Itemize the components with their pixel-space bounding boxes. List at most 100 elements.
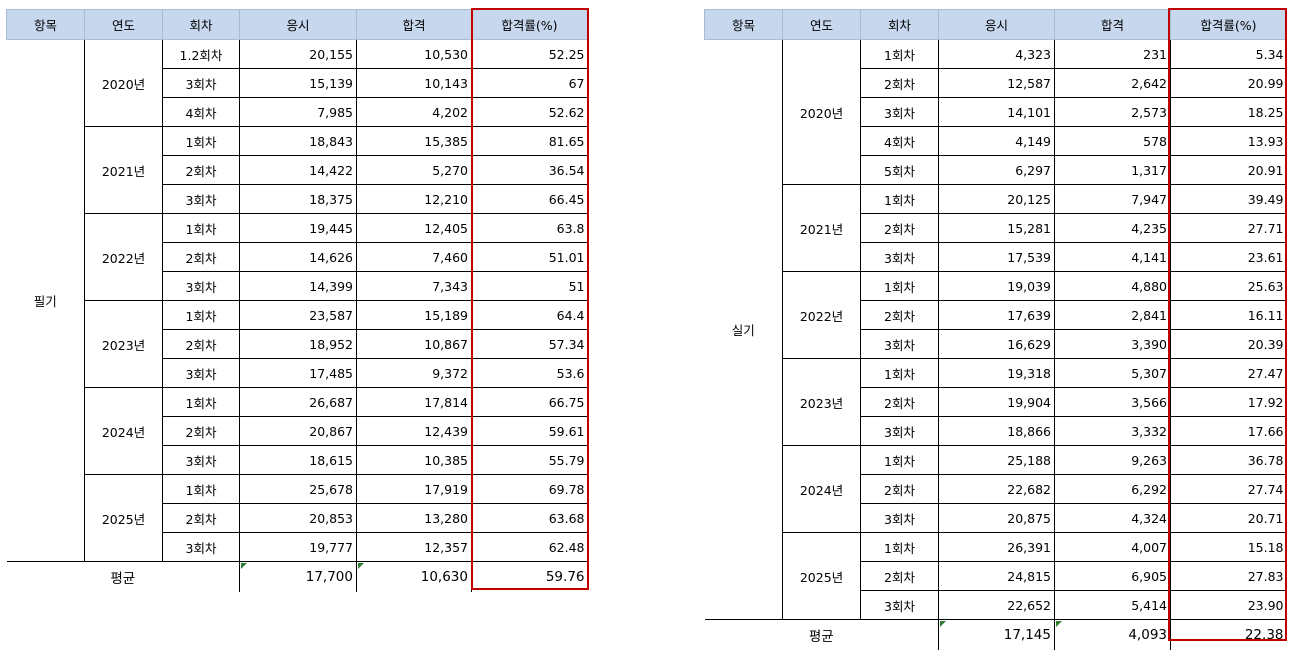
passers-cell[interactable]: 5,414 <box>1054 590 1171 620</box>
rate-cell[interactable]: 59.61 <box>471 416 588 446</box>
applicants-cell[interactable]: 16,629 <box>938 329 1055 359</box>
rate-cell[interactable]: 64.4 <box>471 300 588 330</box>
average-rate[interactable]: 59.76 <box>471 561 588 592</box>
round-cell[interactable]: 2회차 <box>162 329 240 359</box>
round-cell[interactable]: 1회차 <box>860 271 939 301</box>
passers-cell[interactable]: 12,439 <box>356 416 472 446</box>
applicants-cell[interactable]: 22,652 <box>938 590 1055 620</box>
passers-cell[interactable]: 1,317 <box>1054 155 1171 185</box>
round-cell[interactable]: 2회차 <box>860 68 939 98</box>
year-cell[interactable]: 2023년 <box>84 300 163 388</box>
passers-cell[interactable]: 10,385 <box>356 445 472 475</box>
round-cell[interactable]: 3회차 <box>860 416 939 446</box>
applicants-cell[interactable]: 18,615 <box>239 445 357 475</box>
applicants-cell[interactable]: 18,952 <box>239 329 357 359</box>
average-passers[interactable]: 4,093 <box>1054 619 1171 650</box>
passers-cell[interactable]: 7,947 <box>1054 184 1171 214</box>
header-item[interactable]: 항목 <box>6 9 85 40</box>
rate-cell[interactable]: 36.78 <box>1170 445 1287 475</box>
applicants-cell[interactable]: 4,323 <box>938 39 1055 69</box>
passers-cell[interactable]: 5,270 <box>356 155 472 185</box>
year-cell[interactable]: 2025년 <box>782 532 861 620</box>
round-cell[interactable]: 3회차 <box>860 590 939 620</box>
passers-cell[interactable]: 5,307 <box>1054 358 1171 388</box>
rate-cell[interactable]: 20.91 <box>1170 155 1287 185</box>
round-cell[interactable]: 3회차 <box>162 184 240 214</box>
header-pass-rate[interactable]: 합격률(%) <box>471 9 588 40</box>
passers-cell[interactable]: 12,210 <box>356 184 472 214</box>
applicants-cell[interactable]: 23,587 <box>239 300 357 330</box>
passers-cell[interactable]: 3,390 <box>1054 329 1171 359</box>
header-passers[interactable]: 합격 <box>1054 9 1171 40</box>
rate-cell[interactable]: 69.78 <box>471 474 588 504</box>
applicants-cell[interactable]: 4,149 <box>938 126 1055 156</box>
applicants-cell[interactable]: 18,375 <box>239 184 357 214</box>
passers-cell[interactable]: 2,841 <box>1054 300 1171 330</box>
rate-cell[interactable]: 27.47 <box>1170 358 1287 388</box>
applicants-cell[interactable]: 20,125 <box>938 184 1055 214</box>
round-cell[interactable]: 2회차 <box>162 242 240 272</box>
header-year[interactable]: 연도 <box>782 9 861 40</box>
passers-cell[interactable]: 6,292 <box>1054 474 1171 504</box>
round-cell[interactable]: 3회차 <box>162 271 240 301</box>
header-round[interactable]: 회차 <box>162 9 240 40</box>
rate-cell[interactable]: 17.66 <box>1170 416 1287 446</box>
rate-cell[interactable]: 63.68 <box>471 503 588 533</box>
year-cell[interactable]: 2020년 <box>84 39 163 127</box>
applicants-cell[interactable]: 14,399 <box>239 271 357 301</box>
round-cell[interactable]: 3회차 <box>162 445 240 475</box>
rate-cell[interactable]: 66.45 <box>471 184 588 214</box>
round-cell[interactable]: 3회차 <box>860 503 939 533</box>
round-cell[interactable]: 1회차 <box>860 184 939 214</box>
round-cell[interactable]: 2회차 <box>860 300 939 330</box>
header-applicants[interactable]: 응시 <box>938 9 1055 40</box>
header-applicants[interactable]: 응시 <box>239 9 357 40</box>
passers-cell[interactable]: 7,343 <box>356 271 472 301</box>
applicants-cell[interactable]: 20,155 <box>239 39 357 69</box>
rate-cell[interactable]: 25.63 <box>1170 271 1287 301</box>
passers-cell[interactable]: 17,814 <box>356 387 472 417</box>
rate-cell[interactable]: 27.83 <box>1170 561 1287 591</box>
round-cell[interactable]: 1회차 <box>162 213 240 243</box>
rate-cell[interactable]: 27.71 <box>1170 213 1287 243</box>
rate-cell[interactable]: 13.93 <box>1170 126 1287 156</box>
header-pass-rate[interactable]: 합격률(%) <box>1170 9 1287 40</box>
passers-cell[interactable]: 2,573 <box>1054 97 1171 127</box>
rate-cell[interactable]: 63.8 <box>471 213 588 243</box>
round-cell[interactable]: 3회차 <box>860 329 939 359</box>
round-cell[interactable]: 3회차 <box>162 358 240 388</box>
round-cell[interactable]: 2회차 <box>860 213 939 243</box>
round-cell[interactable]: 1회차 <box>860 39 939 69</box>
rate-cell[interactable]: 55.79 <box>471 445 588 475</box>
passers-cell[interactable]: 10,530 <box>356 39 472 69</box>
applicants-cell[interactable]: 19,445 <box>239 213 357 243</box>
year-cell[interactable]: 2021년 <box>782 184 861 272</box>
round-cell[interactable]: 5회차 <box>860 155 939 185</box>
round-cell[interactable]: 3회차 <box>162 532 240 562</box>
header-round[interactable]: 회차 <box>860 9 939 40</box>
round-cell[interactable]: 1회차 <box>860 532 939 562</box>
passers-cell[interactable]: 9,263 <box>1054 445 1171 475</box>
year-cell[interactable]: 2025년 <box>84 474 163 562</box>
rate-cell[interactable]: 17.92 <box>1170 387 1287 417</box>
year-cell[interactable]: 2020년 <box>782 39 861 185</box>
applicants-cell[interactable]: 25,188 <box>938 445 1055 475</box>
rate-cell[interactable]: 52.25 <box>471 39 588 69</box>
passers-cell[interactable]: 3,566 <box>1054 387 1171 417</box>
average-applicants[interactable]: 17,700 <box>239 561 357 592</box>
applicants-cell[interactable]: 17,539 <box>938 242 1055 272</box>
rate-cell[interactable]: 5.34 <box>1170 39 1287 69</box>
passers-cell[interactable]: 15,189 <box>356 300 472 330</box>
applicants-cell[interactable]: 17,485 <box>239 358 357 388</box>
round-cell[interactable]: 3회차 <box>162 68 240 98</box>
passers-cell[interactable]: 4,880 <box>1054 271 1171 301</box>
applicants-cell[interactable]: 19,039 <box>938 271 1055 301</box>
item-cell[interactable]: 필기 <box>6 39 85 562</box>
applicants-cell[interactable]: 20,875 <box>938 503 1055 533</box>
rate-cell[interactable]: 16.11 <box>1170 300 1287 330</box>
applicants-cell[interactable]: 20,853 <box>239 503 357 533</box>
header-passers[interactable]: 합격 <box>356 9 472 40</box>
year-cell[interactable]: 2022년 <box>782 271 861 359</box>
rate-cell[interactable]: 52.62 <box>471 97 588 127</box>
applicants-cell[interactable]: 18,866 <box>938 416 1055 446</box>
